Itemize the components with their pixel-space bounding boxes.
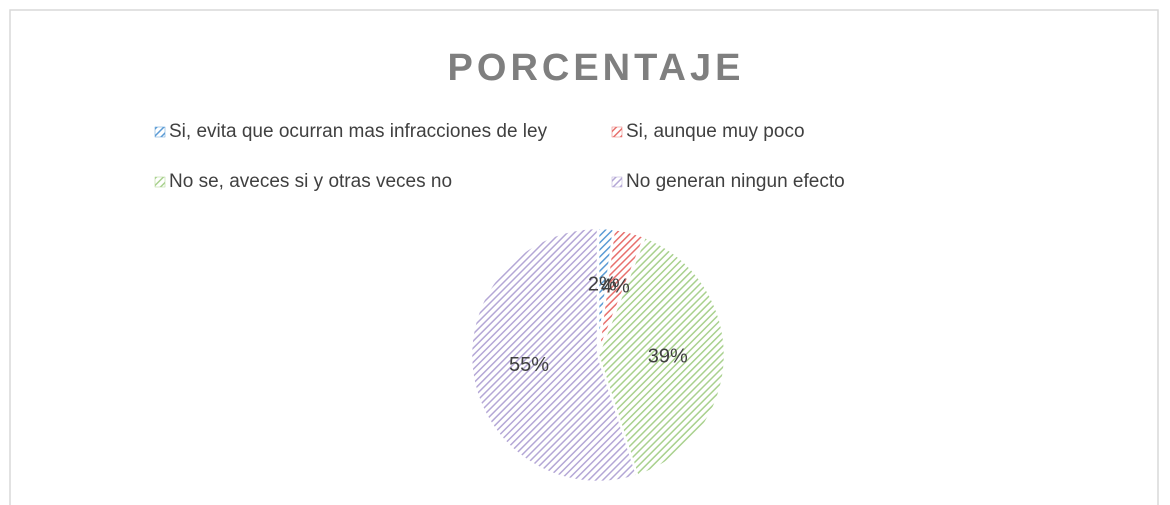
pie-slice: [596, 235, 727, 478]
pie-slice: [469, 226, 639, 484]
legend-marker: [611, 126, 623, 138]
chart-border: [9, 9, 1159, 505]
legend-marker: [611, 176, 623, 188]
data-label: 55%: [509, 354, 549, 376]
data-label: 39%: [648, 345, 688, 367]
legend-label: No generan ningun efecto: [626, 171, 845, 192]
legend-label: No se, aveces si y otras veces no: [169, 171, 452, 192]
chart-title: PORCENTAJE: [448, 47, 745, 89]
legend-marker: [154, 126, 166, 138]
legend-marker: [154, 176, 166, 188]
legend-label: Si, evita que ocurran mas infracciones d…: [169, 121, 548, 142]
data-label: 2%: [588, 274, 617, 296]
legend-label: Si, aunque muy poco: [626, 121, 805, 142]
data-label: 4%: [601, 276, 630, 298]
